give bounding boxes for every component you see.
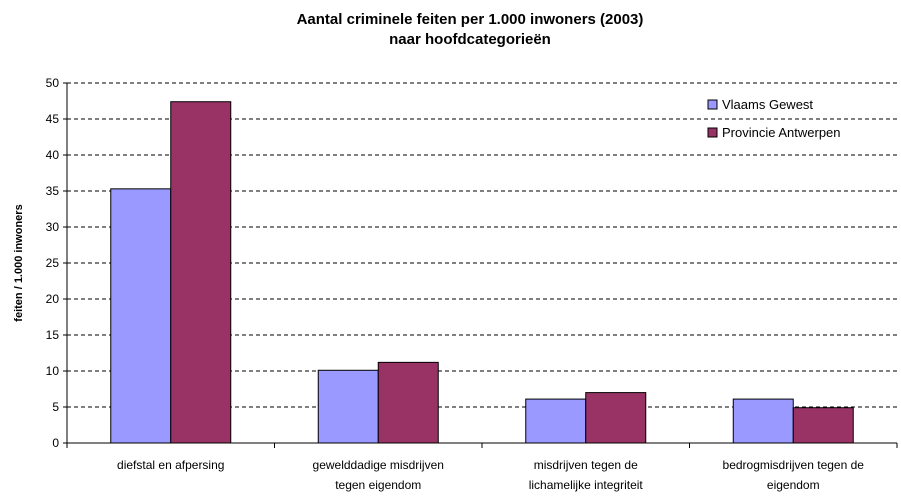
bar	[585, 392, 647, 444]
y-tick-label: 0	[52, 436, 59, 450]
x-tick-label: gewelddadige misdrijven tegen eigendom	[313, 458, 444, 492]
bar	[317, 369, 379, 444]
bar	[732, 398, 794, 444]
bar	[525, 398, 587, 444]
y-tick-label: 25	[46, 256, 60, 270]
y-tick-label: 35	[46, 184, 60, 198]
bar	[377, 361, 439, 444]
legend-swatch	[707, 99, 718, 110]
y-tick-label: 50	[46, 76, 60, 90]
chart-title: Aantal criminele feiten per 1.000 inwone…	[297, 11, 644, 28]
y-tick-label: 15	[46, 328, 60, 342]
legend-swatch	[707, 127, 718, 138]
bar	[792, 407, 854, 444]
y-tick-label: 40	[46, 148, 60, 162]
x-tick-label: misdrijven tegen de lichamelijke integrit…	[529, 458, 644, 492]
x-tick-label: bedrogmisdrijven tegen de eigendom	[723, 458, 865, 492]
y-axis-label: feiten / 1.000 inwoners	[13, 204, 25, 321]
y-tick-label: 5	[52, 400, 59, 414]
y-tick-label: 30	[46, 220, 60, 234]
x-tick-label: diefstal en afpersing	[117, 458, 224, 472]
legend-label: Vlaams Gewest	[722, 97, 813, 112]
y-tick-label: 45	[46, 112, 60, 126]
y-tick-label: 20	[46, 292, 60, 306]
bar	[110, 188, 172, 444]
bar	[170, 101, 232, 444]
y-tick-label: 10	[46, 364, 60, 378]
legend-label: Provincie Antwerpen	[722, 125, 841, 140]
chart-subtitle: naar hoofdcategorieën	[389, 31, 551, 48]
